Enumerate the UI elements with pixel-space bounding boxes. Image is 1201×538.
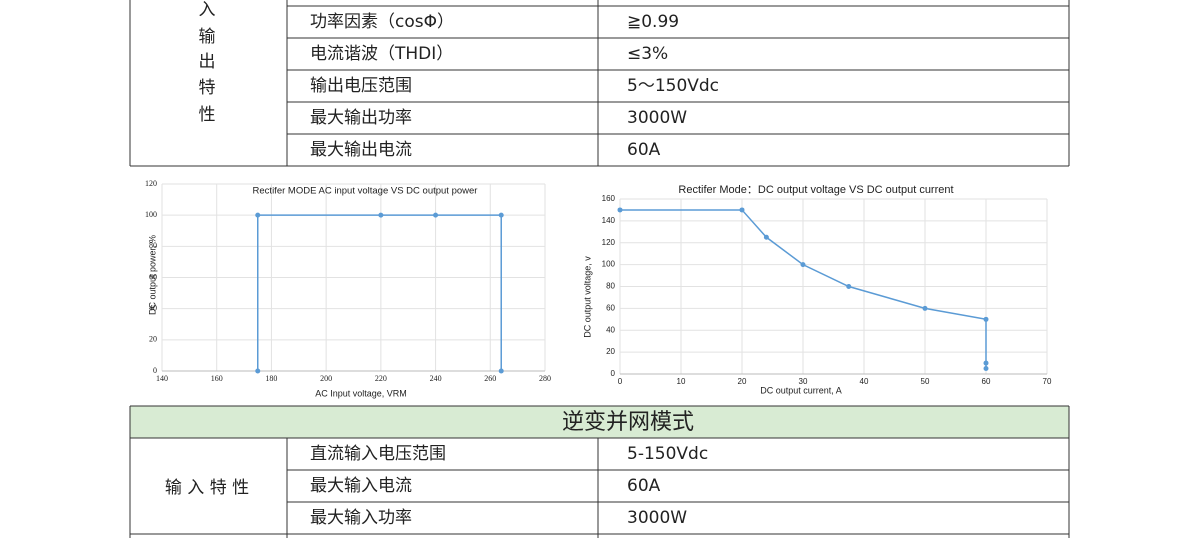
y-axis-label: DC output power, %: [147, 235, 157, 315]
header-bg: [130, 406, 1069, 438]
bottom-table-grid: [129, 405, 1070, 538]
param: 最大输出功率: [310, 108, 412, 128]
y-tick-label: 100: [145, 210, 157, 219]
x-tick-label: 10: [677, 377, 686, 386]
data-point: [378, 212, 384, 218]
group-char: 输: [199, 27, 216, 47]
y-tick-label: 120: [145, 179, 157, 188]
value: 5～150Vdc: [627, 76, 719, 96]
y-tick-label: 0: [153, 366, 157, 375]
x-tick-label: 30: [799, 377, 808, 386]
group-char: 特: [199, 78, 216, 98]
y-tick-label: 0: [611, 369, 616, 378]
value: 60A: [627, 476, 661, 496]
x-tick-label: 200: [320, 374, 332, 383]
x-tick-label: 60: [982, 377, 991, 386]
x-tick-label: 50: [921, 377, 930, 386]
x-tick-label: 280: [539, 374, 551, 383]
value: 3000W: [627, 108, 687, 128]
param: 电流谐波（THDI）: [310, 44, 453, 64]
chart-title: Rectifer Mode：DC output voltage VS DC ou…: [678, 184, 953, 196]
data-line: [257, 214, 502, 371]
data-point: [617, 207, 623, 213]
data-point: [498, 212, 504, 218]
value: ≧0.99: [627, 12, 679, 32]
x-axis-label: DC output current, A: [760, 385, 842, 395]
y-tick-label: 60: [606, 303, 615, 312]
group-char: 出: [199, 52, 216, 72]
value: 60A: [627, 140, 661, 160]
x-axis-label: AC Input voltage, VRM: [315, 388, 407, 398]
y-tick-label: 140: [602, 216, 616, 225]
x-tick-label: 140: [156, 374, 168, 383]
chart-bg: [595, 187, 1057, 404]
x-tick-label: 160: [211, 374, 223, 383]
x-tick-label: 70: [1043, 377, 1052, 386]
y-tick-label: 120: [602, 238, 616, 247]
y-tick-label: 20: [606, 347, 615, 356]
y-tick-label: 60: [149, 272, 157, 281]
y-tick-label: 80: [606, 282, 615, 291]
value: 5-150Vdc: [627, 444, 708, 464]
data-point: [763, 234, 769, 240]
data-point: [983, 366, 989, 372]
value: ≤3%: [627, 44, 668, 64]
param: 最大输入电流: [310, 476, 412, 496]
param: 最大输入功率: [310, 508, 412, 528]
param: 最大输出电流: [310, 140, 412, 160]
data-point: [983, 316, 989, 322]
data-point: [255, 368, 261, 374]
data-point: [255, 212, 261, 218]
data-point: [498, 368, 504, 374]
x-tick-label: 240: [430, 374, 442, 383]
group-char: 入: [199, 0, 216, 20]
data-point: [846, 284, 852, 289]
x-tick-label: 0: [618, 377, 623, 386]
x-tick-label: 180: [265, 374, 277, 383]
group-label: 输 入 特 性: [165, 478, 249, 498]
data-point: [433, 212, 439, 218]
data-point: [800, 262, 806, 268]
y-tick-label: 40: [149, 303, 157, 312]
y-tick-label: 160: [602, 194, 616, 203]
data-point: [739, 207, 745, 213]
y-tick-label: 40: [606, 325, 615, 334]
x-tick-label: 20: [738, 377, 747, 386]
y-tick-label: 80: [149, 241, 157, 250]
chart-bg: [137, 172, 555, 401]
y-axis-label: DC output voltage, v: [582, 256, 592, 338]
x-tick-label: 260: [484, 374, 496, 383]
x-tick-label: 40: [860, 377, 869, 386]
param: 功率因素（cosΦ）: [310, 12, 454, 32]
data-point: [983, 360, 989, 366]
param: 直流输入电压范围: [310, 444, 446, 464]
x-tick-label: 220: [375, 374, 387, 383]
y-tick-label: 100: [602, 260, 616, 269]
top-table-grid: [129, 0, 1070, 167]
data-point: [922, 305, 928, 311]
group-char: 性: [199, 105, 216, 125]
y-tick-label: 20: [149, 335, 157, 344]
section-header: 逆变并网模式: [562, 410, 694, 435]
value: 3000W: [627, 508, 687, 528]
chart-title: Rectifer MODE AC input voltage VS DC out…: [253, 186, 478, 197]
param: 输出电压范围: [310, 76, 412, 96]
